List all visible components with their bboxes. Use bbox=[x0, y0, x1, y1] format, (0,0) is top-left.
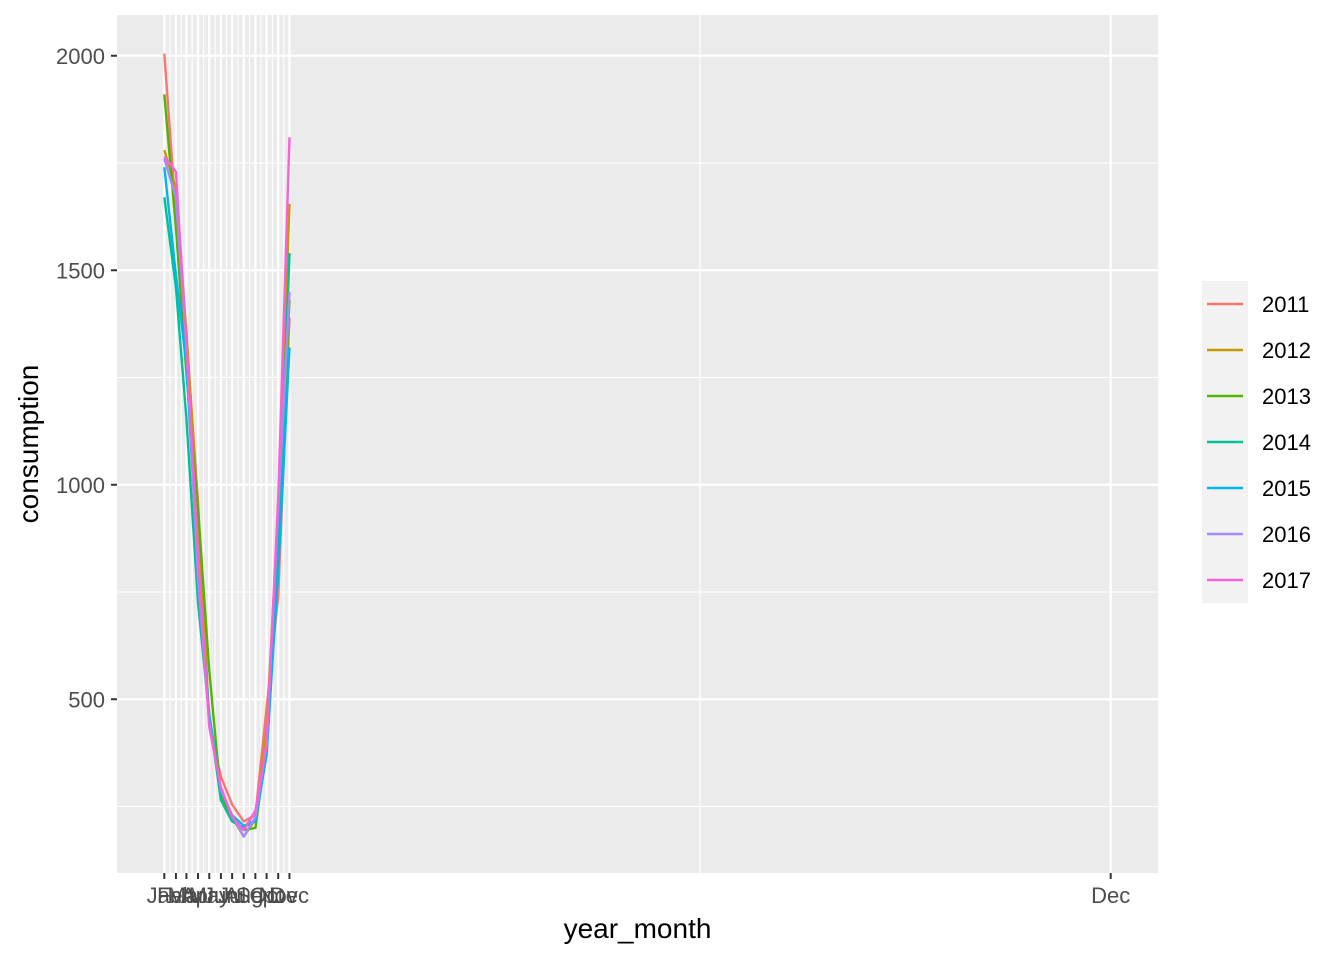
legend-label-2014: 2014 bbox=[1262, 430, 1311, 455]
x-tick-label: Dec bbox=[270, 883, 309, 908]
x-tick-label: Mar bbox=[167, 883, 205, 908]
x-tick-label: May bbox=[188, 883, 230, 908]
plot-panel bbox=[117, 15, 1158, 873]
y-axis-title: consumption bbox=[13, 365, 44, 524]
x-tick-label: Sep bbox=[236, 883, 275, 908]
y-tick-label: 2000 bbox=[56, 44, 105, 69]
legend-label-2013: 2013 bbox=[1262, 384, 1311, 409]
y-tick-label: 1000 bbox=[56, 473, 105, 498]
x-tick-label: Aug bbox=[224, 883, 263, 908]
x-tick-label: Nov bbox=[259, 883, 298, 908]
legend-label-2015: 2015 bbox=[1262, 476, 1311, 501]
x-axis-title: year_month bbox=[564, 913, 712, 944]
series-lines bbox=[163, 53, 291, 838]
x-tick-label: Jul bbox=[218, 883, 246, 908]
major-grid bbox=[117, 15, 1158, 873]
y-tick-label: 500 bbox=[68, 687, 105, 712]
x-tick-label: Dec bbox=[1091, 883, 1130, 908]
minor-grid bbox=[117, 15, 1158, 873]
x-tick-label: Jun bbox=[203, 883, 238, 908]
legend-label-2012: 2012 bbox=[1262, 338, 1311, 363]
x-tick-label: Feb bbox=[157, 883, 195, 908]
x-tick-label: Jan bbox=[147, 883, 182, 908]
legend-label-2011: 2011 bbox=[1262, 292, 1309, 317]
x-tick-label: Oct bbox=[249, 883, 283, 908]
x-tick-label: Apr bbox=[181, 883, 215, 908]
series-line-2017 bbox=[163, 137, 291, 832]
legend-label-2016: 2016 bbox=[1262, 522, 1311, 547]
y-axis: 500 1000 1500 2000 bbox=[56, 44, 117, 712]
y-tick-label: 1500 bbox=[56, 258, 105, 283]
legend: 2011 2012 2013 2014 2015 2016 2017 bbox=[1202, 281, 1311, 603]
legend-label-2017: 2017 bbox=[1262, 568, 1311, 593]
